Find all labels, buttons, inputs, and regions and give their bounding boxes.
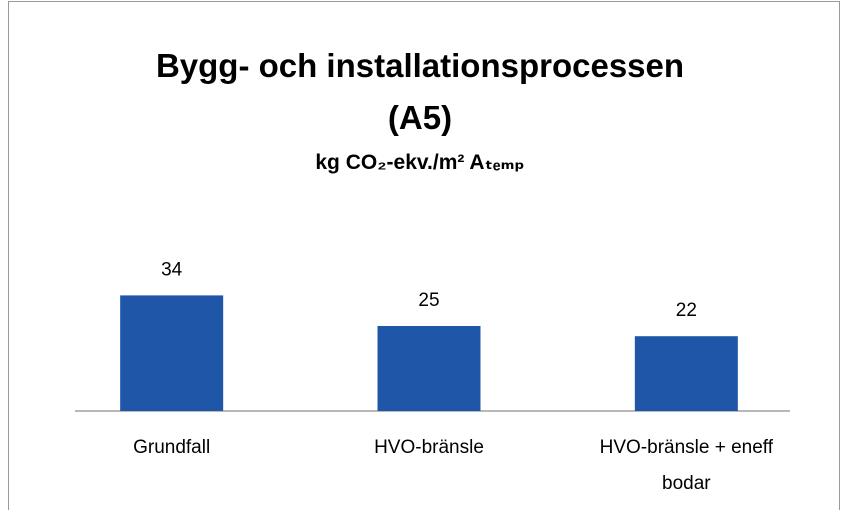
x-tick-label: HVO-bränsle + eneff bodar [599,437,774,494]
x-tick-label: HVO-bränsle [374,437,484,458]
bar [120,295,224,411]
chart-title: Bygg- och installationsprocessen (A5) [155,47,685,136]
x-tick-label: Grundfall [133,437,211,458]
data-label: 34 [161,259,183,280]
data-label: 25 [418,290,439,311]
bar [377,326,481,411]
chart-subtitle: kg CO₂-ekv./m² Aₜₑₘₚ [315,151,525,174]
bar [634,336,738,411]
chart-border [8,1,840,510]
data-label: 22 [676,300,697,321]
